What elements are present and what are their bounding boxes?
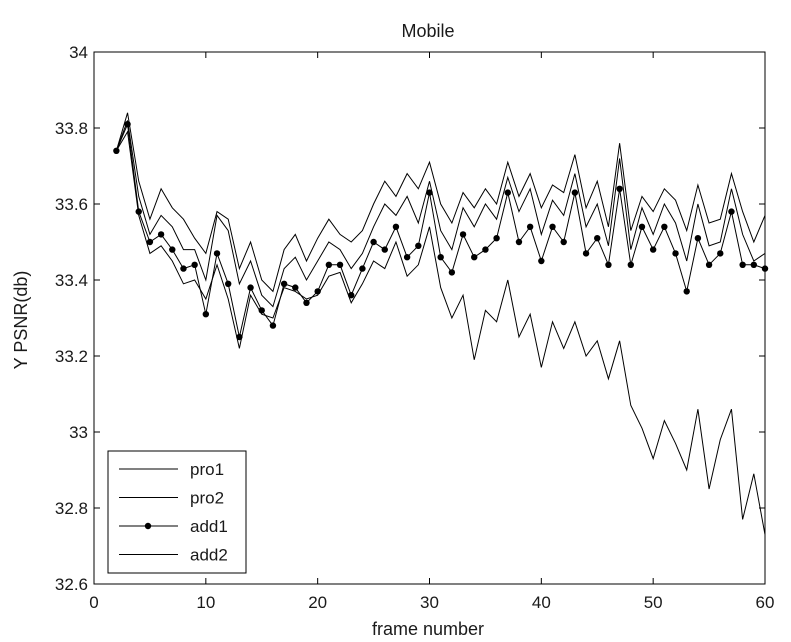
y-tick-label: 34 (69, 43, 88, 62)
legend: pro1 pro2 add1 add2 (107, 450, 247, 574)
y-tick-label: 33.6 (55, 195, 88, 214)
data-point-add1 (213, 250, 221, 257)
data-point-add1 (471, 254, 478, 261)
data-point-add1 (426, 189, 433, 196)
data-point-add1 (403, 254, 411, 261)
data-point-add1 (124, 121, 131, 128)
data-point-add1 (538, 257, 545, 265)
y-tick-label: 33.4 (55, 271, 88, 290)
y-tick-label: 32.6 (55, 575, 88, 594)
y-tick-label: 33 (69, 423, 88, 442)
data-point-add1 (627, 261, 634, 268)
y-tick-label: 32.8 (55, 499, 88, 518)
x-axis-title: frame number (372, 619, 484, 639)
data-point-add1 (113, 147, 120, 154)
data-point-add1 (202, 311, 210, 318)
data-point-add1 (280, 280, 288, 287)
data-point-add1 (292, 284, 299, 291)
data-point-add1 (705, 261, 713, 268)
y-axis-title: Y PSNR(db) (11, 271, 31, 370)
data-point-add1 (728, 208, 735, 215)
x-tick-label: 0 (89, 593, 98, 612)
legend-label-pro1: pro1 (190, 460, 224, 479)
legend-label-add2: add2 (190, 546, 228, 565)
data-point-add1 (448, 269, 456, 276)
data-point-add1 (157, 231, 165, 238)
x-axis: 0 10 20 30 40 50 60 (89, 52, 774, 612)
data-point-add1 (437, 254, 444, 261)
data-point-add1 (135, 208, 142, 215)
series-line-pro1 (115, 112, 766, 293)
y-axis: 32.6 32.8 33 33.2 33.4 33.6 33.8 34 (55, 43, 765, 594)
data-point-add1 (638, 223, 646, 230)
data-point-add1 (381, 246, 388, 253)
data-point-add1 (269, 322, 277, 329)
data-point-add1 (225, 280, 232, 287)
data-point-add1 (482, 246, 489, 253)
data-point-add1 (560, 238, 567, 246)
data-point-add1 (605, 261, 612, 268)
chart-title: Mobile (401, 21, 454, 41)
series-layer (113, 112, 769, 535)
data-point-add1 (191, 261, 198, 268)
data-point-add1 (616, 185, 623, 192)
data-point-add1 (415, 242, 422, 249)
data-point-add1 (526, 223, 534, 230)
x-tick-label: 60 (756, 593, 775, 612)
data-point-add1 (370, 238, 377, 246)
data-point-add1 (717, 250, 724, 257)
x-tick-label: 10 (196, 593, 215, 612)
data-point-add1 (672, 250, 679, 257)
data-point-add1 (348, 292, 355, 299)
data-point-add1 (303, 299, 310, 306)
data-point-add1 (359, 265, 366, 272)
legend-marker-add1 (144, 522, 152, 530)
data-point-add1 (169, 246, 176, 253)
data-point-add1 (146, 238, 154, 246)
legend-box (107, 450, 247, 574)
data-point-add1 (549, 223, 556, 230)
legend-label-add1: add1 (190, 517, 228, 536)
data-point-add1 (247, 284, 254, 291)
data-point-add1 (325, 261, 333, 268)
data-point-add1 (515, 238, 523, 246)
data-point-add1 (504, 189, 511, 196)
data-point-add1 (336, 261, 344, 268)
x-tick-label: 30 (420, 593, 439, 612)
data-point-add1 (750, 261, 758, 268)
x-tick-label: 40 (532, 593, 551, 612)
legend-label-pro2: pro2 (190, 489, 224, 508)
data-point-add1 (459, 231, 467, 238)
data-point-add1 (571, 189, 579, 196)
data-point-add1 (582, 250, 590, 257)
data-point-add1 (392, 223, 400, 230)
data-point-add1 (594, 235, 601, 242)
series-line-add2 (115, 130, 766, 535)
y-tick-label: 33.2 (55, 347, 88, 366)
data-point-add1 (649, 246, 657, 253)
x-tick-label: 20 (308, 593, 327, 612)
data-point-add1 (683, 288, 690, 295)
data-point-add1 (694, 235, 702, 242)
series-line-pro2 (115, 120, 766, 308)
data-point-add1 (493, 235, 500, 242)
data-point-add1 (661, 223, 668, 230)
y-tick-label: 33.8 (55, 119, 88, 138)
data-point-add1 (739, 261, 746, 268)
data-point-add1 (180, 265, 187, 272)
x-tick-label: 50 (644, 593, 663, 612)
